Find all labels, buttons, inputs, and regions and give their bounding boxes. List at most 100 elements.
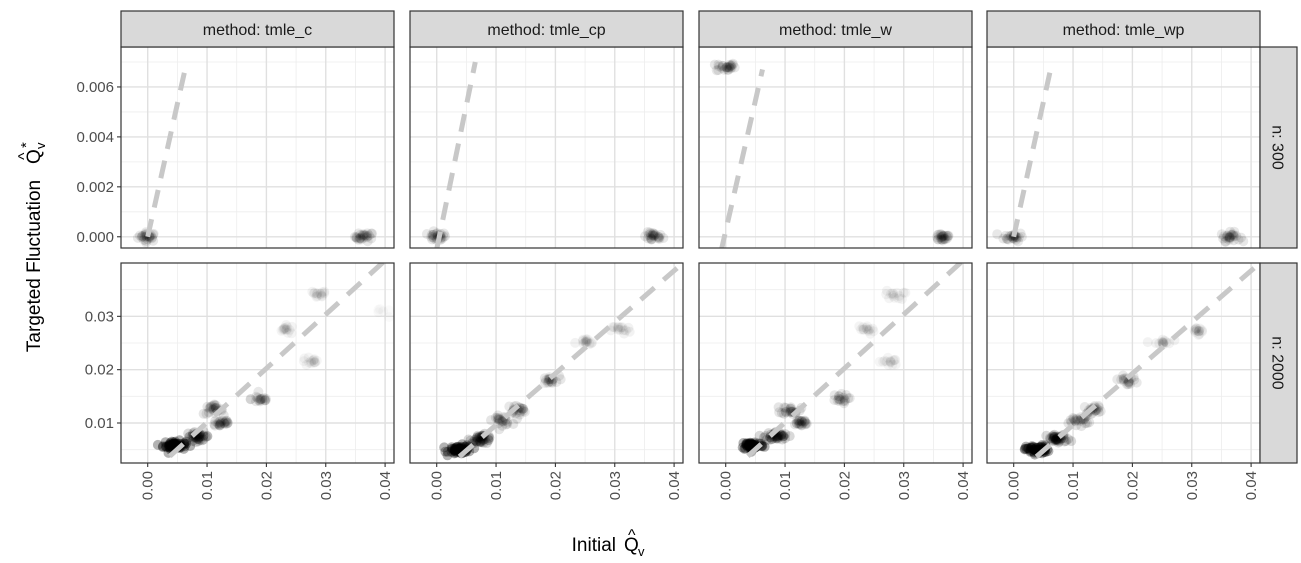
data-point — [713, 65, 724, 76]
data-point — [1193, 326, 1204, 337]
data-point — [1016, 231, 1027, 242]
data-point — [1065, 415, 1076, 426]
strip-top-1: method: tmle_cp — [409, 10, 684, 48]
data-point — [465, 435, 476, 446]
data-point — [1041, 430, 1052, 441]
data-point — [463, 434, 474, 445]
data-point — [658, 233, 669, 243]
data-point — [141, 235, 152, 246]
data-point — [1050, 435, 1061, 446]
data-point — [937, 231, 947, 242]
panel-background — [410, 47, 683, 248]
data-point — [1218, 233, 1229, 244]
data-point — [304, 357, 315, 368]
data-point — [280, 322, 291, 333]
data-point — [449, 444, 460, 455]
data-point — [351, 232, 362, 243]
data-point — [1020, 443, 1031, 454]
data-point — [1003, 234, 1014, 245]
data-point — [940, 234, 951, 245]
data-point — [613, 321, 624, 332]
data-point — [1229, 226, 1240, 237]
x-tick-label: 0.03 — [318, 471, 335, 500]
data-point — [742, 440, 753, 451]
data-point — [725, 63, 736, 74]
data-point — [539, 373, 550, 384]
data-point — [1142, 337, 1153, 348]
x-tick-label: 0.01 — [1065, 471, 1082, 500]
x-tick-label: 0.03 — [1184, 471, 1201, 500]
data-point — [623, 322, 634, 333]
data-point — [1049, 432, 1060, 443]
data-point — [358, 232, 369, 243]
data-point — [862, 321, 873, 332]
data-point — [209, 420, 220, 431]
data-point — [1158, 337, 1169, 348]
data-point — [493, 414, 503, 424]
data-point — [1225, 232, 1236, 243]
data-point — [939, 233, 950, 244]
data-point — [209, 400, 220, 411]
data-point — [858, 324, 869, 335]
data-point — [428, 226, 439, 237]
data-point — [472, 434, 483, 445]
data-point — [889, 355, 900, 366]
data-point — [874, 356, 885, 367]
data-point — [741, 438, 752, 449]
data-point — [829, 390, 840, 401]
data-point — [540, 377, 550, 388]
data-point — [1048, 430, 1059, 441]
data-point — [450, 443, 461, 454]
data-point — [745, 440, 756, 451]
data-point — [800, 419, 811, 430]
data-point — [181, 436, 192, 447]
data-point — [793, 416, 804, 427]
data-point — [215, 418, 226, 429]
data-point — [195, 431, 206, 442]
data-point — [205, 402, 216, 413]
data-point — [781, 407, 791, 418]
data-point — [1157, 337, 1168, 348]
data-point — [1026, 442, 1037, 453]
data-point — [1161, 337, 1172, 348]
data-point — [1193, 329, 1204, 340]
data-point — [861, 323, 872, 333]
data-point — [362, 231, 373, 242]
x-tick-label: 0.01 — [488, 471, 505, 500]
data-point — [245, 394, 256, 405]
data-point — [428, 229, 439, 240]
data-point — [646, 233, 657, 244]
data-point — [868, 326, 879, 337]
data-point — [164, 442, 175, 453]
data-point — [1228, 229, 1239, 240]
data-point — [1194, 325, 1205, 336]
data-point — [516, 403, 527, 414]
data-point — [253, 386, 264, 397]
data-point — [779, 433, 790, 444]
data-point — [1027, 442, 1038, 453]
data-point — [281, 325, 292, 336]
data-point — [373, 305, 383, 315]
panel-r0-c1 — [409, 46, 684, 249]
data-point — [774, 407, 785, 418]
data-point — [475, 437, 486, 448]
data-point — [839, 394, 850, 405]
data-point — [647, 229, 658, 240]
data-point — [722, 62, 733, 73]
data-point — [152, 439, 163, 450]
y-tick-label: 0.006 — [76, 79, 114, 96]
data-point — [315, 289, 326, 300]
data-point — [497, 415, 508, 426]
x-tick-label: 0.00 — [429, 471, 446, 500]
data-point — [834, 394, 845, 405]
data-point — [349, 231, 360, 242]
data-point — [362, 228, 373, 239]
data-point — [354, 233, 365, 244]
data-point — [1157, 337, 1168, 348]
data-point — [1224, 232, 1235, 243]
data-point — [222, 417, 233, 428]
data-point — [185, 441, 196, 451]
data-point — [888, 290, 899, 301]
data-point — [721, 62, 732, 73]
data-point — [645, 232, 656, 243]
